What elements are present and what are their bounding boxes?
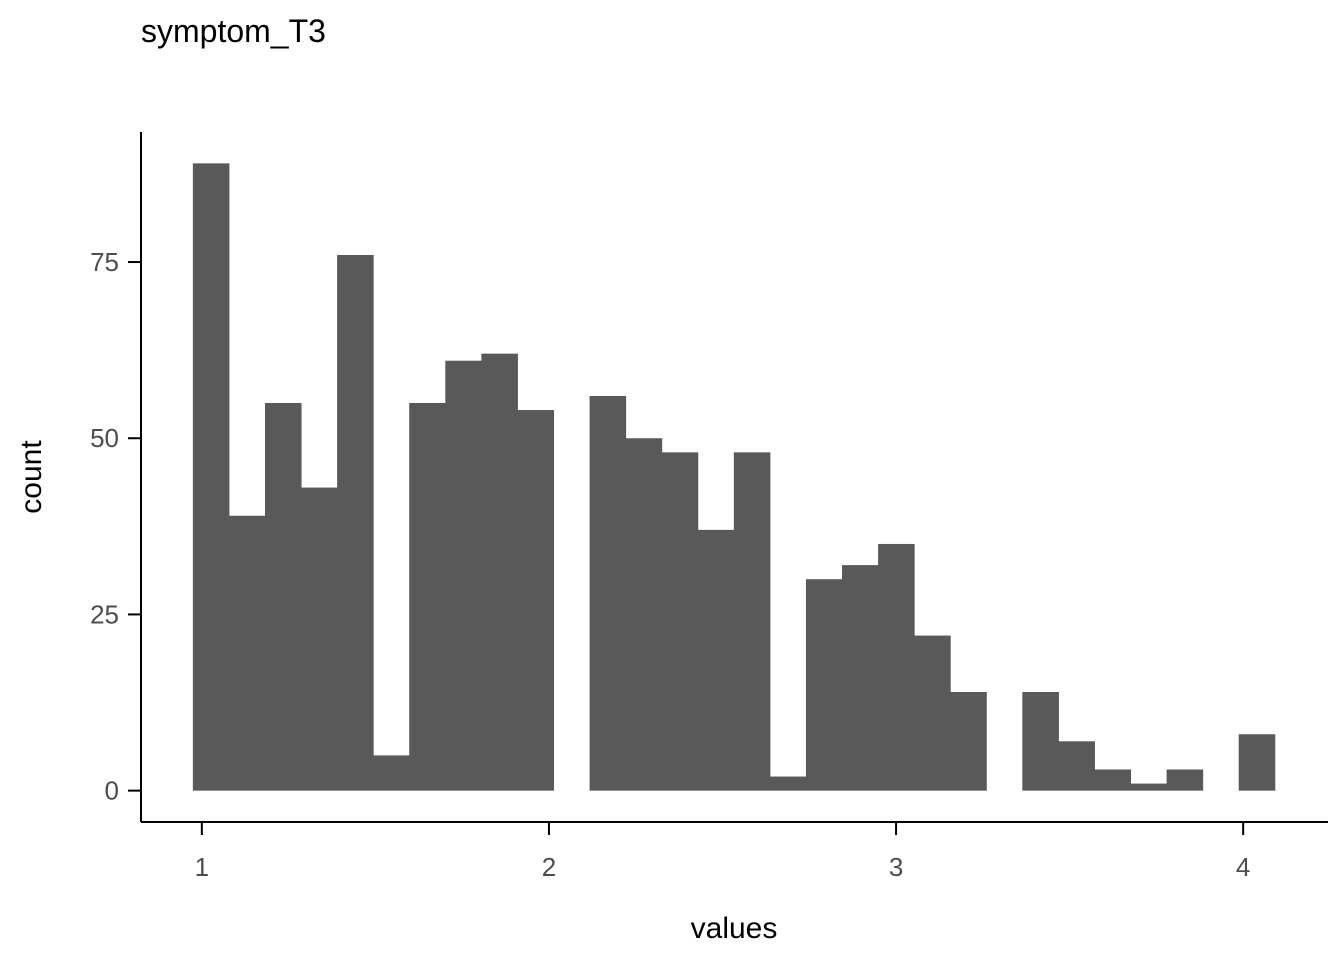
y-tick-label: 50 — [90, 423, 119, 453]
histogram-bar — [445, 360, 482, 791]
x-tick-label: 3 — [889, 852, 903, 882]
histogram-bar — [1238, 734, 1276, 791]
x-tick-label: 2 — [542, 852, 556, 882]
histogram-bar — [1130, 783, 1168, 791]
histogram-bar — [481, 353, 518, 791]
histogram-bar — [878, 543, 915, 791]
histogram-bar — [228, 515, 266, 791]
y-axis-label: count — [15, 440, 48, 514]
histogram-bar — [1094, 769, 1132, 791]
histogram-bar — [769, 776, 807, 791]
histogram-bar — [914, 635, 951, 791]
histogram-bar — [1022, 691, 1059, 791]
histogram-bar — [1058, 741, 1095, 791]
bars-group — [192, 163, 1276, 791]
x-axis-label: values — [691, 912, 778, 945]
histogram-bar — [1166, 769, 1204, 791]
histogram-bar — [192, 163, 230, 791]
y-tick-label: 25 — [90, 599, 119, 629]
histogram-bar — [589, 395, 627, 791]
y-tick-label: 0 — [105, 776, 119, 806]
histogram-bar — [842, 565, 879, 791]
x-tick-label: 1 — [195, 852, 209, 882]
histogram-bar — [805, 579, 843, 791]
histogram-bar — [950, 691, 987, 791]
histogram-bar — [733, 452, 771, 791]
histogram-bar — [517, 410, 554, 791]
y-tick-label: 75 — [90, 247, 119, 277]
histogram-bar — [697, 529, 735, 791]
y-ticks-group: 0 25 50 75 — [90, 247, 141, 806]
histogram-bar — [301, 487, 338, 791]
x-ticks-group: 1 2 3 4 — [195, 822, 1250, 882]
chart-title: symptom_T3 — [141, 13, 326, 49]
histogram-bar — [625, 438, 663, 791]
histogram-bar — [373, 755, 410, 791]
histogram-bar — [264, 403, 302, 791]
histogram-bar — [661, 452, 699, 791]
histogram-bar — [337, 254, 374, 791]
x-tick-label: 4 — [1236, 852, 1250, 882]
histogram-bar — [409, 403, 446, 791]
